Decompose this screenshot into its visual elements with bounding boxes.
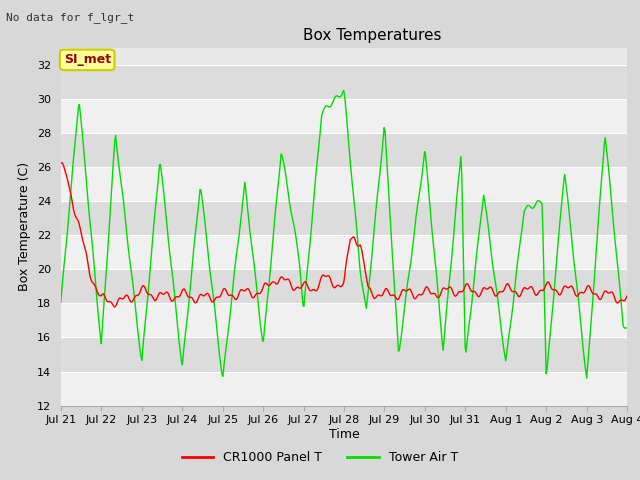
Bar [61,303,627,337]
Bar [61,167,627,201]
Bar [61,337,627,372]
Legend: CR1000 Panel T, Tower Air T: CR1000 Panel T, Tower Air T [177,446,463,469]
Bar [61,133,627,167]
Title: Box Temperatures: Box Temperatures [303,28,442,43]
Bar [61,201,627,235]
Bar [61,99,627,133]
Text: SI_met: SI_met [63,53,111,66]
Bar [61,269,627,303]
Bar [61,372,627,406]
Bar [61,65,627,99]
Bar [61,235,627,269]
Y-axis label: Box Temperature (C): Box Temperature (C) [19,162,31,291]
X-axis label: Time: Time [328,428,360,441]
Text: No data for f_lgr_t: No data for f_lgr_t [6,12,134,23]
